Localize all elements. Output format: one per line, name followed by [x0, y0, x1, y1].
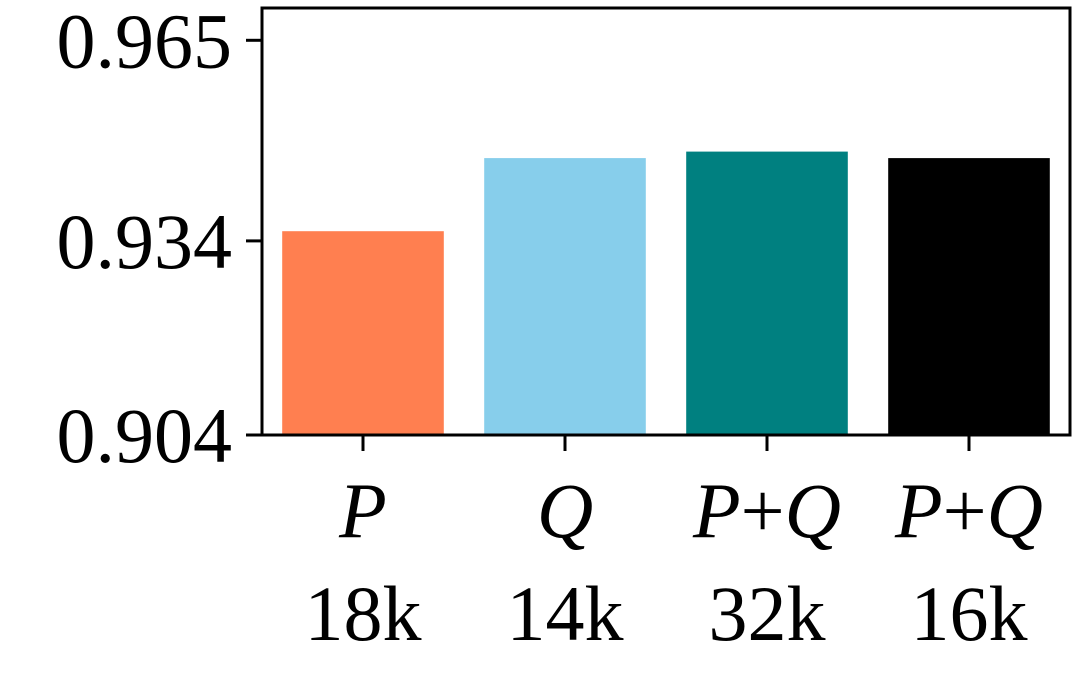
x-category-name-3: P+Q	[894, 467, 1043, 554]
x-category-name-1: Q	[537, 467, 593, 554]
y-tick-label-0: 0.904	[57, 392, 233, 479]
x-category-count-0: 18k	[305, 570, 422, 657]
x-category-name-0: P	[338, 467, 387, 554]
bar-2	[686, 151, 848, 435]
y-tick-label-2: 0.965	[57, 0, 233, 84]
bar-1	[484, 158, 646, 435]
plot-frame	[260, 6, 1072, 437]
bar-0	[282, 231, 444, 435]
bar-3	[888, 158, 1050, 435]
ticks-layer: 0.904 0.934 0.965 P 18k Q 14k P+Q 32k P+Q 16k	[57, 0, 1044, 657]
x-category-name-2: P+Q	[692, 467, 841, 554]
y-tick-label-1: 0.934	[57, 198, 233, 285]
x-category-count-2: 32k	[709, 570, 826, 657]
x-category-count-1: 14k	[507, 570, 624, 657]
x-category-count-3: 16k	[911, 570, 1028, 657]
bars-layer	[282, 151, 1050, 435]
